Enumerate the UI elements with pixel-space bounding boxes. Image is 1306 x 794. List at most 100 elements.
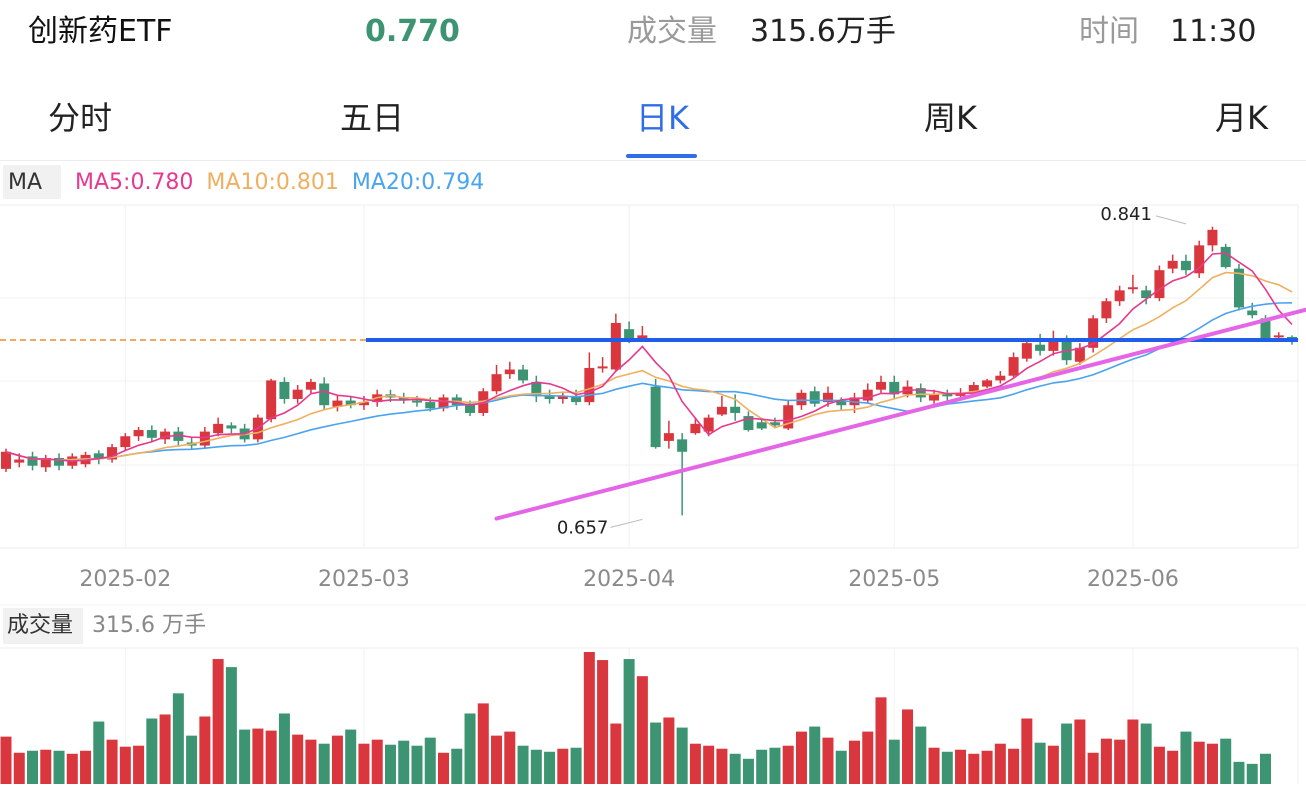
volume-bar (146, 718, 158, 784)
volume-bar (13, 752, 25, 784)
volume-bar (331, 735, 343, 784)
volume-bar (689, 743, 701, 784)
volume-bar (862, 731, 874, 784)
candle (54, 453, 65, 471)
volume-bar (491, 735, 503, 784)
volume-bar (1061, 723, 1073, 784)
volume-bar (1259, 753, 1271, 784)
candle (1048, 330, 1059, 356)
candle (1141, 285, 1152, 305)
candle (716, 395, 727, 417)
volume-bar (888, 739, 900, 784)
volume-bar (27, 750, 39, 784)
volume-bar (265, 730, 277, 784)
x-tick-label: 2025-05 (848, 567, 940, 592)
volume-bar (517, 745, 529, 784)
candle (690, 417, 701, 435)
tab-five-day[interactable]: 五日 (340, 99, 405, 137)
volume-bar (451, 748, 463, 784)
ma-legend-box (3, 165, 61, 199)
high-label: 0.841 (1100, 204, 1152, 225)
volume-bar (106, 739, 118, 784)
volume-bar (663, 717, 675, 784)
volume-bar (782, 745, 794, 784)
candle (1008, 352, 1019, 378)
volume-bar (1034, 742, 1046, 784)
candle (1127, 274, 1138, 294)
volume-bar (1167, 750, 1179, 784)
volume-bar (66, 753, 78, 784)
ma10-value: MA10:0.801 (206, 170, 339, 195)
tab-daily-k[interactable]: 日K (636, 99, 689, 137)
ma-legend-label[interactable]: MA (8, 170, 43, 195)
candle (226, 422, 237, 434)
volume-bar (597, 660, 609, 784)
candle (610, 313, 621, 372)
volume-bar (424, 737, 436, 784)
volume-bar (557, 748, 569, 784)
candle (518, 364, 529, 384)
candle (478, 388, 489, 417)
tab-monthly-k[interactable]: 月K (1215, 99, 1268, 137)
volume-bar (93, 721, 105, 784)
candle (173, 426, 184, 446)
candle (1180, 254, 1191, 275)
candle (504, 361, 515, 379)
volume-bar (398, 740, 410, 784)
low-label: 0.657 (557, 517, 609, 538)
candle (319, 377, 330, 410)
volume-bar (318, 743, 330, 784)
candle (756, 419, 767, 431)
candle (557, 392, 568, 404)
volume-bar (703, 745, 715, 784)
volume-bar (915, 726, 927, 784)
volume-bar (981, 750, 993, 784)
volume-bar (1021, 718, 1033, 784)
candle (637, 326, 648, 341)
candle (1207, 226, 1218, 252)
volume-bar (278, 713, 290, 784)
volume-bar (809, 726, 821, 784)
candle (1035, 333, 1046, 356)
candle (942, 389, 953, 401)
volume-bar (225, 667, 237, 784)
x-tick-label: 2025-03 (318, 567, 410, 592)
volume-bar (1114, 739, 1126, 784)
volume-bar (795, 731, 807, 784)
tab-weekly-k[interactable]: 周K (924, 99, 977, 137)
volume-bar (53, 750, 65, 784)
candle (531, 375, 542, 403)
x-tick-label: 2025-04 (583, 567, 675, 592)
volume-bar (1153, 746, 1165, 784)
volume-bar (1220, 738, 1232, 784)
high-leader-line (1155, 215, 1187, 225)
volume-bar (305, 739, 317, 784)
volume-panel-label[interactable]: 成交量 (7, 613, 74, 638)
candle (1114, 285, 1125, 306)
volume-bar (212, 659, 224, 784)
volume-bar (769, 747, 781, 784)
candle (1247, 302, 1258, 319)
ma5-line (5, 252, 1293, 462)
candle (1167, 254, 1178, 274)
volume-bar (1100, 738, 1112, 784)
time-label: 时间 (1079, 14, 1139, 49)
volume-bar (1233, 761, 1245, 784)
latest-price: 0.770 (365, 14, 460, 49)
volume-bar (119, 746, 131, 784)
volume-bar (345, 729, 357, 784)
candle (995, 371, 1006, 384)
candle (544, 389, 555, 404)
candle (650, 378, 661, 449)
volume-bar (968, 753, 980, 784)
time-value: 11:30 (1170, 14, 1257, 49)
volume-bar (186, 735, 198, 784)
tab-intraday[interactable]: 分时 (48, 99, 113, 137)
volume-bar (199, 716, 211, 784)
volume-bar (530, 749, 542, 784)
volume-bar (504, 731, 516, 784)
volume-bar (464, 713, 476, 784)
volume-bar (835, 750, 847, 784)
candle (597, 357, 608, 373)
